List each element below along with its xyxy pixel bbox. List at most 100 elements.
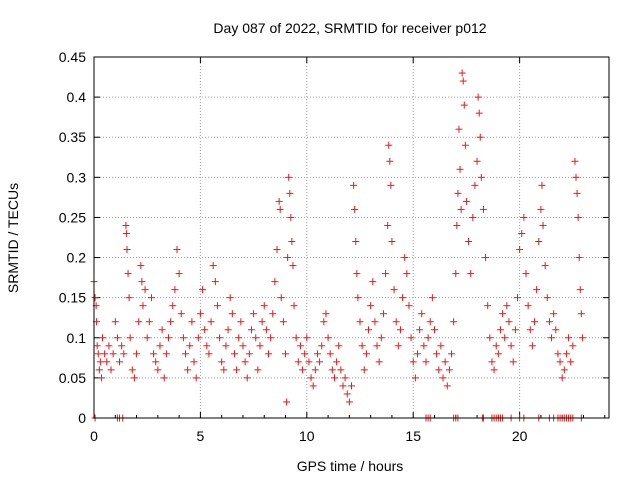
- data-point: [373, 342, 381, 350]
- data-point: [571, 157, 579, 165]
- data-point: [303, 334, 311, 342]
- data-point: [379, 310, 387, 318]
- data-point: [184, 366, 192, 374]
- data-point: [558, 374, 566, 382]
- data-point: [407, 334, 415, 342]
- data-point: [196, 310, 204, 318]
- data-point: [562, 350, 570, 358]
- data-point: [230, 350, 238, 358]
- data-point: [543, 294, 551, 302]
- data-point: [289, 262, 297, 270]
- data-point: [213, 302, 221, 310]
- data-point: [91, 294, 99, 302]
- data-point: [207, 318, 215, 326]
- x-axis-label: GPS time / hours: [297, 458, 404, 474]
- data-point: [167, 318, 175, 326]
- data-point: [111, 318, 119, 326]
- data-point: [387, 181, 395, 189]
- data-point: [454, 189, 462, 197]
- data-point: [353, 270, 361, 278]
- data-point: [330, 374, 338, 382]
- data-point: [351, 205, 359, 213]
- data-point: [262, 326, 270, 334]
- data-point: [243, 374, 251, 382]
- data-point: [154, 366, 162, 374]
- data-point: [118, 342, 126, 350]
- data-point: [503, 302, 511, 310]
- data-point: [188, 318, 196, 326]
- data-point: [139, 302, 147, 310]
- data-point: [186, 342, 194, 350]
- data-point: [147, 294, 155, 302]
- data-point: [516, 246, 524, 254]
- data-point: [333, 358, 341, 366]
- data-point: [120, 350, 128, 358]
- data-point: [573, 189, 581, 197]
- data-point: [443, 382, 451, 390]
- data-point: [179, 334, 187, 342]
- data-point: [123, 246, 131, 254]
- data-point: [450, 318, 458, 326]
- data-point: [156, 342, 164, 350]
- data-point: [286, 189, 294, 197]
- y-tick-label: 0.3: [67, 169, 87, 185]
- data-point: [133, 350, 141, 358]
- data-point: [369, 278, 377, 286]
- data-point: [288, 238, 296, 246]
- y-axis-label: SRMTID / TECUs: [5, 183, 21, 293]
- y-tick-label: 0: [78, 410, 86, 426]
- data-point: [160, 374, 168, 382]
- data-point: [578, 334, 586, 342]
- data-point: [537, 205, 545, 213]
- data-point: [430, 326, 438, 334]
- data-point: [271, 278, 279, 286]
- data-point: [365, 326, 373, 334]
- x-tick-label: 0: [90, 428, 98, 444]
- data-point: [237, 318, 245, 326]
- data-point: [324, 334, 332, 342]
- data-point: [345, 398, 353, 406]
- data-point: [428, 294, 436, 302]
- data-point: [531, 318, 539, 326]
- data-point: [441, 358, 449, 366]
- data-point: [239, 342, 247, 350]
- data-point: [533, 286, 541, 294]
- data-point: [175, 270, 183, 278]
- data-point: [452, 270, 460, 278]
- data-point: [371, 318, 379, 326]
- data-point: [458, 69, 466, 77]
- data-point: [356, 318, 364, 326]
- data-point: [158, 326, 166, 334]
- data-point: [424, 334, 432, 342]
- data-point: [490, 366, 498, 374]
- data-point: [95, 366, 103, 374]
- data-point: [545, 318, 553, 326]
- data-point: [97, 374, 105, 382]
- data-point: [394, 342, 402, 350]
- data-point: [273, 246, 281, 254]
- data-point: [339, 382, 347, 390]
- data-point: [141, 286, 149, 294]
- data-point: [124, 270, 132, 278]
- data-point: [294, 358, 302, 366]
- data-point: [254, 366, 262, 374]
- data-point: [341, 374, 349, 382]
- data-point: [150, 350, 158, 358]
- y-tick-label: 0.4: [67, 89, 87, 105]
- data-point: [418, 310, 426, 318]
- data-point: [224, 326, 232, 334]
- data-point: [205, 350, 213, 358]
- data-point: [305, 358, 313, 366]
- data-point: [413, 350, 421, 358]
- data-point: [390, 286, 398, 294]
- data-point: [99, 334, 107, 342]
- data-point: [277, 294, 285, 302]
- data-point: [126, 334, 134, 342]
- data-point: [222, 342, 230, 350]
- data-point: [575, 254, 583, 262]
- data-point: [382, 270, 390, 278]
- data-point: [576, 286, 584, 294]
- data-point: [296, 342, 304, 350]
